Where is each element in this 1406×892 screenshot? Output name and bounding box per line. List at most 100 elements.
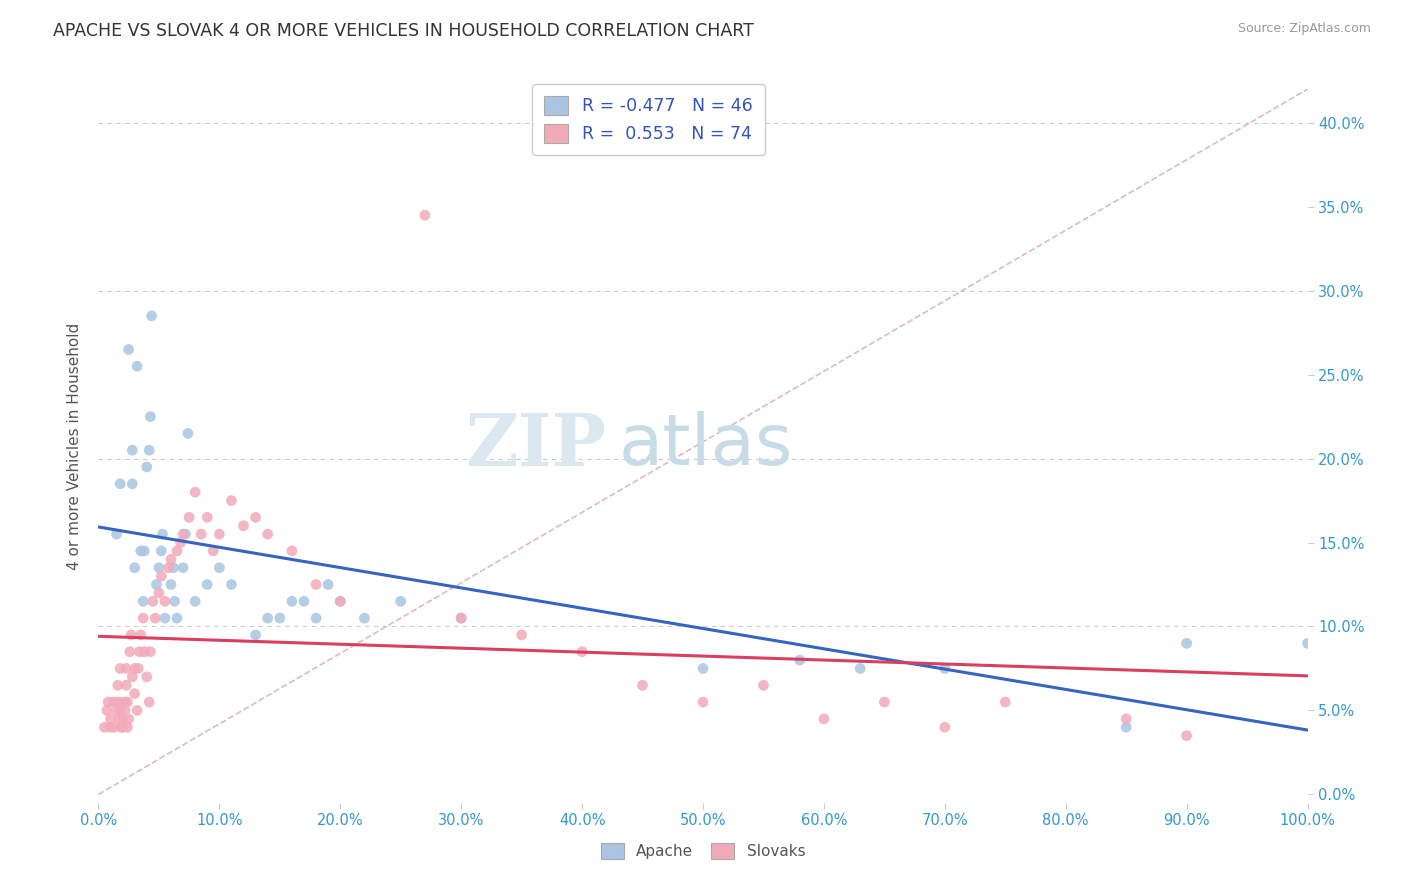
Point xyxy=(153,594,176,608)
Point xyxy=(108,661,131,675)
Point xyxy=(994,695,1017,709)
Point xyxy=(752,678,775,692)
Point xyxy=(105,703,128,717)
Point xyxy=(115,661,138,675)
Point xyxy=(121,670,143,684)
Point xyxy=(114,695,136,709)
Point xyxy=(128,645,150,659)
Point xyxy=(108,703,131,717)
Point xyxy=(256,611,278,625)
Point xyxy=(150,569,173,583)
Point xyxy=(143,611,166,625)
Point xyxy=(138,695,160,709)
Point xyxy=(110,720,132,734)
Point xyxy=(129,628,152,642)
Point xyxy=(100,720,122,734)
Point xyxy=(631,678,654,692)
Point xyxy=(121,476,143,491)
Point xyxy=(172,560,194,574)
Point xyxy=(103,720,125,734)
Point xyxy=(145,577,167,591)
Point xyxy=(148,560,170,574)
Point xyxy=(179,510,201,524)
Y-axis label: 4 or more Vehicles in Household: 4 or more Vehicles in Household xyxy=(67,322,83,570)
Point xyxy=(108,695,131,709)
Point xyxy=(1296,636,1319,650)
Point xyxy=(221,493,243,508)
Point xyxy=(124,687,146,701)
Text: ZIP: ZIP xyxy=(465,410,606,482)
Point xyxy=(166,544,188,558)
Point xyxy=(118,712,141,726)
Point xyxy=(157,560,180,574)
Point xyxy=(111,720,134,734)
Point xyxy=(221,577,243,591)
Point xyxy=(105,695,128,709)
Text: atlas: atlas xyxy=(619,411,793,481)
Point xyxy=(118,343,141,357)
Point xyxy=(97,695,120,709)
Point xyxy=(96,703,118,717)
Point xyxy=(121,443,143,458)
Text: Source: ZipAtlas.com: Source: ZipAtlas.com xyxy=(1237,22,1371,36)
Point xyxy=(138,443,160,458)
Point xyxy=(135,460,157,475)
Point xyxy=(152,527,174,541)
Point xyxy=(129,544,152,558)
Point xyxy=(450,611,472,625)
Point xyxy=(108,476,131,491)
Point xyxy=(160,577,183,591)
Point xyxy=(134,544,156,558)
Point xyxy=(124,661,146,675)
Point xyxy=(450,611,472,625)
Point xyxy=(135,670,157,684)
Point xyxy=(316,577,339,591)
Point xyxy=(571,645,593,659)
Point xyxy=(692,661,714,675)
Point xyxy=(1115,720,1137,734)
Point xyxy=(160,552,183,566)
Point xyxy=(256,527,278,541)
Point xyxy=(139,645,162,659)
Point xyxy=(127,359,149,374)
Point xyxy=(245,510,267,524)
Point xyxy=(329,594,352,608)
Point xyxy=(281,544,304,558)
Point xyxy=(245,628,267,642)
Point xyxy=(232,518,254,533)
Point xyxy=(174,527,197,541)
Point xyxy=(269,611,291,625)
Point xyxy=(132,611,155,625)
Point xyxy=(105,527,128,541)
Point xyxy=(208,527,231,541)
Point xyxy=(124,560,146,574)
Point xyxy=(353,611,375,625)
Point xyxy=(190,527,212,541)
Point xyxy=(117,695,139,709)
Point xyxy=(813,712,835,726)
Point xyxy=(127,661,149,675)
Point xyxy=(292,594,315,608)
Point xyxy=(202,544,225,558)
Text: APACHE VS SLOVAK 4 OR MORE VEHICLES IN HOUSEHOLD CORRELATION CHART: APACHE VS SLOVAK 4 OR MORE VEHICLES IN H… xyxy=(53,22,754,40)
Point xyxy=(389,594,412,608)
Point xyxy=(148,586,170,600)
Point xyxy=(117,720,139,734)
Point xyxy=(510,628,533,642)
Point xyxy=(413,208,436,222)
Point xyxy=(162,560,184,574)
Point xyxy=(934,720,956,734)
Point xyxy=(107,678,129,692)
Point xyxy=(849,661,872,675)
Point xyxy=(177,426,200,441)
Point xyxy=(132,594,155,608)
Point xyxy=(141,309,163,323)
Point xyxy=(111,712,134,726)
Point xyxy=(115,678,138,692)
Point xyxy=(153,611,176,625)
Point xyxy=(169,535,191,549)
Point xyxy=(1175,729,1198,743)
Point xyxy=(692,695,714,709)
Point xyxy=(139,409,162,424)
Point xyxy=(101,695,124,709)
